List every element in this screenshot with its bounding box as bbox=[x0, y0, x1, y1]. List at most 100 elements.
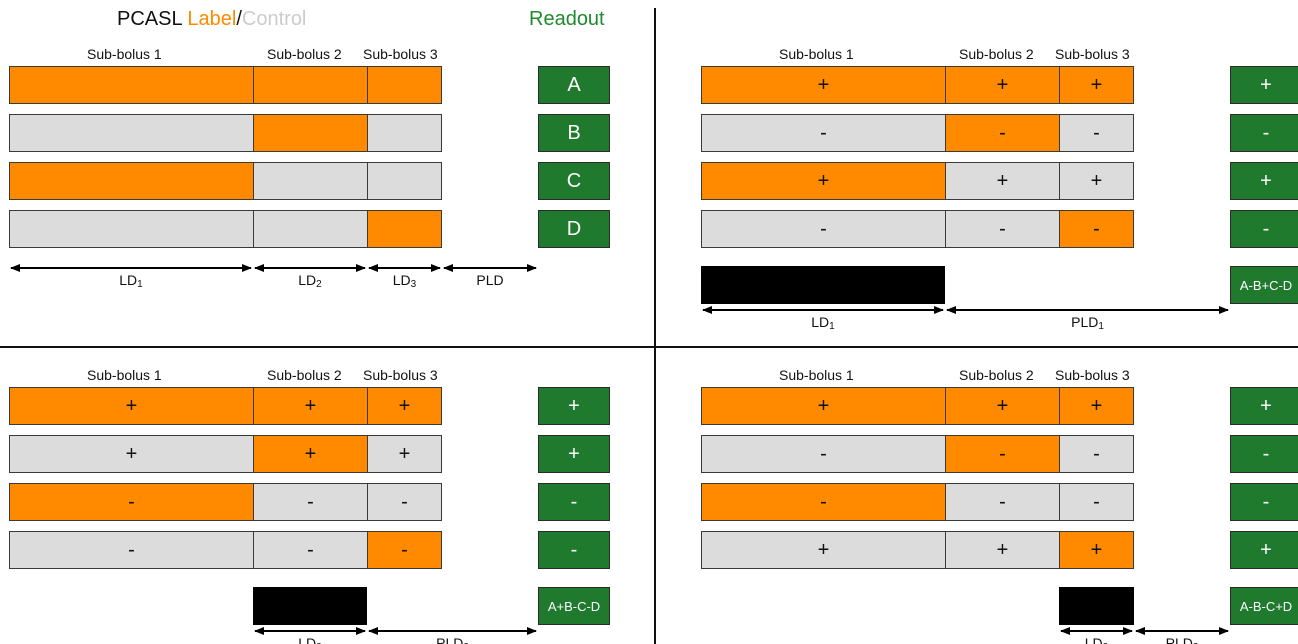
dimension-label-subscript: 1 bbox=[829, 321, 835, 332]
sub-bolus-3-label: Sub-bolus 3 bbox=[363, 46, 438, 62]
readout-box: A bbox=[538, 66, 610, 104]
label-segment bbox=[367, 66, 442, 104]
dimension-label-subscript: 1 bbox=[1098, 321, 1104, 332]
control-segment: + bbox=[1059, 162, 1134, 200]
labeling-duration-bar bbox=[701, 266, 945, 304]
label-segment: - bbox=[1059, 210, 1134, 248]
control-segment: - bbox=[1059, 114, 1134, 152]
readout-box: - bbox=[1230, 435, 1298, 473]
readout-box: D bbox=[538, 210, 610, 248]
control-segment: - bbox=[253, 483, 368, 521]
dimension-label-subscript: 2 bbox=[316, 279, 322, 290]
label-segment bbox=[253, 66, 368, 104]
control-segment: - bbox=[701, 210, 946, 248]
dimension-label-base: LD bbox=[298, 635, 317, 644]
label-segment: - bbox=[701, 483, 946, 521]
dimension-label-subscript: 1 bbox=[137, 279, 143, 290]
sub-bolus-1-label: Sub-bolus 1 bbox=[779, 46, 854, 62]
dimension-label-base: PLD bbox=[436, 635, 464, 644]
control-segment: + bbox=[945, 531, 1060, 569]
sub-bolus-2-label: Sub-bolus 2 bbox=[267, 46, 342, 62]
control-segment bbox=[367, 114, 442, 152]
horizontal-divider bbox=[0, 346, 1298, 348]
readout-box: - bbox=[1230, 210, 1298, 248]
dimension-label-subscript: 3 bbox=[1193, 642, 1199, 644]
sub-bolus-1-label: Sub-bolus 1 bbox=[779, 367, 854, 383]
label-segment bbox=[9, 66, 254, 104]
dimension-label-base: PLD bbox=[1165, 635, 1193, 644]
dimension-label: LD1 bbox=[119, 272, 142, 290]
dimension-label-base: LD bbox=[298, 272, 317, 288]
control-segment: + bbox=[9, 435, 254, 473]
control-segment bbox=[253, 162, 368, 200]
dimension-label-base: LD bbox=[392, 272, 411, 288]
control-segment: - bbox=[367, 483, 442, 521]
sub-bolus-2-label: Sub-bolus 2 bbox=[959, 367, 1034, 383]
control-segment: - bbox=[1059, 435, 1134, 473]
title-slash: / bbox=[236, 8, 242, 30]
combination-readout: A-B+C-D bbox=[1230, 266, 1298, 304]
labeling-duration-bar bbox=[253, 587, 367, 625]
dimension-label: LD3 bbox=[393, 272, 416, 290]
label-segment: + bbox=[1059, 66, 1134, 104]
sub-bolus-1-label: Sub-bolus 1 bbox=[87, 367, 162, 383]
dimension-label: PLD3 bbox=[1166, 635, 1199, 644]
dimension-label: PLD1 bbox=[1071, 314, 1104, 332]
label-segment: + bbox=[253, 387, 368, 425]
sub-bolus-3-label: Sub-bolus 3 bbox=[1055, 367, 1130, 383]
label-segment bbox=[253, 114, 368, 152]
label-segment: + bbox=[701, 66, 946, 104]
label-segment: + bbox=[945, 66, 1060, 104]
control-segment: - bbox=[9, 531, 254, 569]
label-segment bbox=[367, 210, 442, 248]
control-segment: + bbox=[945, 162, 1060, 200]
readout-box: - bbox=[538, 483, 610, 521]
label-segment: - bbox=[367, 531, 442, 569]
control-segment: + bbox=[701, 531, 946, 569]
label-segment: + bbox=[701, 387, 946, 425]
vertical-divider bbox=[654, 8, 656, 644]
control-segment: - bbox=[1059, 483, 1134, 521]
dimension-label: LD1 bbox=[811, 314, 834, 332]
readout-box: - bbox=[538, 531, 610, 569]
combination-readout: A+B-C-D bbox=[538, 587, 610, 625]
control-segment: - bbox=[701, 435, 946, 473]
label-segment: + bbox=[367, 387, 442, 425]
control-segment: - bbox=[253, 531, 368, 569]
diagram-title: PCASL Label/Control bbox=[117, 8, 306, 31]
label-segment: + bbox=[945, 387, 1060, 425]
control-segment: - bbox=[945, 210, 1060, 248]
dimension-label-base: LD bbox=[1084, 635, 1103, 644]
dimension-label: PLD2 bbox=[436, 635, 469, 644]
readout-title: Readout bbox=[529, 8, 605, 30]
sub-bolus-3-label: Sub-bolus 3 bbox=[363, 367, 438, 383]
label-segment bbox=[9, 162, 254, 200]
dimension-label-subscript: 3 bbox=[1103, 642, 1109, 644]
control-segment bbox=[367, 162, 442, 200]
sub-bolus-2-label: Sub-bolus 2 bbox=[267, 367, 342, 383]
dimension-label: LD2 bbox=[298, 635, 321, 644]
dimension-label-base: LD bbox=[119, 272, 138, 288]
readout-box: + bbox=[1230, 387, 1298, 425]
sub-bolus-3-label: Sub-bolus 3 bbox=[1055, 46, 1130, 62]
title-prefix: PCASL bbox=[117, 8, 188, 30]
control-segment bbox=[9, 210, 254, 248]
label-segment: - bbox=[9, 483, 254, 521]
readout-box: + bbox=[538, 435, 610, 473]
control-segment bbox=[9, 114, 254, 152]
label-segment: - bbox=[945, 435, 1060, 473]
control-segment: - bbox=[701, 114, 946, 152]
label-segment: + bbox=[701, 162, 946, 200]
control-segment bbox=[253, 210, 368, 248]
readout-box: + bbox=[1230, 66, 1298, 104]
sub-bolus-2-label: Sub-bolus 2 bbox=[959, 46, 1034, 62]
readout-box: + bbox=[538, 387, 610, 425]
readout-box: C bbox=[538, 162, 610, 200]
labeling-duration-bar bbox=[1059, 587, 1134, 625]
dimension-label-base: PLD bbox=[476, 272, 504, 288]
label-segment: + bbox=[9, 387, 254, 425]
dimension-label-base: PLD bbox=[1071, 314, 1099, 330]
label-segment: - bbox=[945, 114, 1060, 152]
